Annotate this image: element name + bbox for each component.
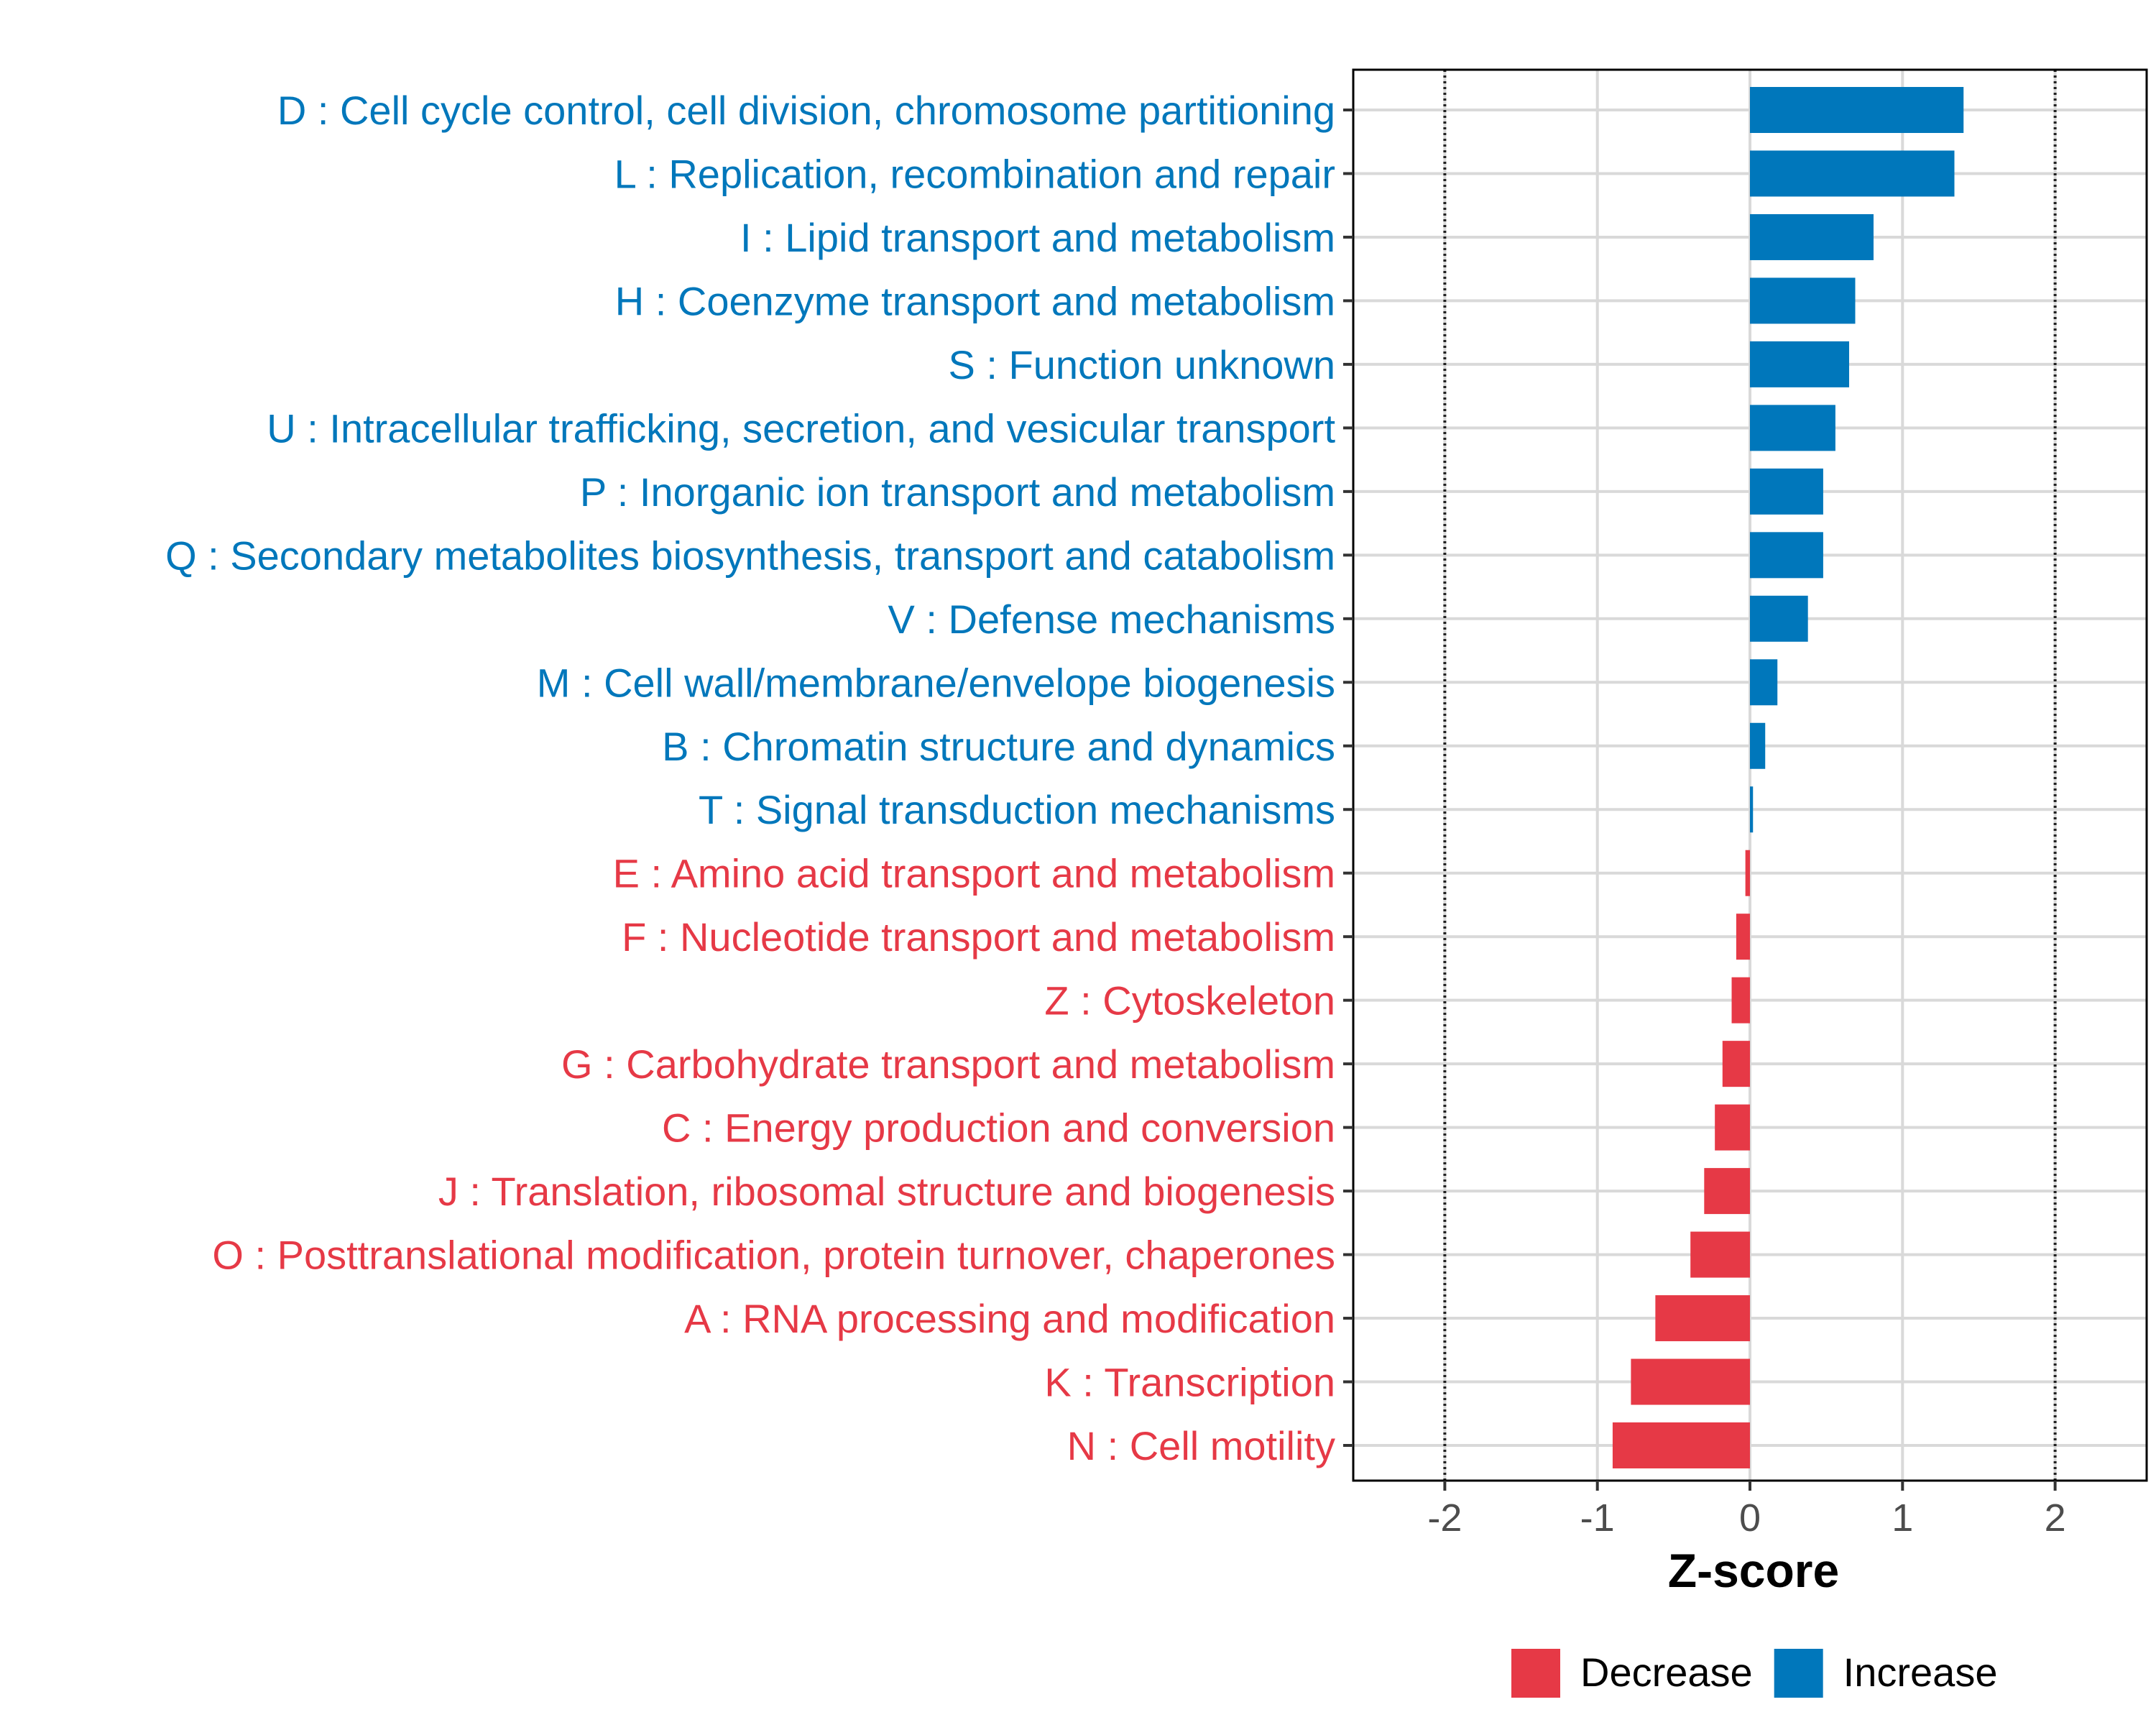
- category-label: O : Posttranslational modification, prot…: [212, 1233, 1335, 1278]
- category-label: V : Defense mechanisms: [888, 597, 1335, 642]
- x-tick-label: -1: [1580, 1496, 1615, 1540]
- category-label: F : Nucleotide transport and metabolism: [622, 914, 1335, 960]
- category-label: T : Signal transduction mechanisms: [699, 787, 1335, 832]
- legend-label-increase: Increase: [1843, 1650, 1998, 1695]
- bar-decrease: [1745, 850, 1750, 896]
- category-label: N : Cell motility: [1067, 1423, 1335, 1468]
- legend-swatch-increase: [1774, 1649, 1823, 1698]
- bar-increase: [1750, 277, 1856, 324]
- legend-label-decrease: Decrease: [1580, 1650, 1753, 1695]
- category-label: C : Energy production and conversion: [662, 1105, 1335, 1151]
- bar-increase: [1750, 595, 1808, 642]
- category-label: A : RNA processing and modification: [684, 1296, 1335, 1341]
- bar-increase: [1750, 532, 1823, 579]
- bars-layer: [1612, 87, 1964, 1468]
- category-label: D : Cell cycle control, cell division, c…: [277, 88, 1335, 133]
- bar-increase: [1750, 341, 1849, 387]
- legend-swatch-decrease: [1511, 1649, 1560, 1698]
- x-tick-label: 0: [1739, 1496, 1761, 1540]
- bar-decrease: [1715, 1104, 1750, 1151]
- bar-increase: [1750, 150, 1955, 197]
- category-label: P : Inorganic ion transport and metaboli…: [580, 469, 1335, 515]
- bar-decrease: [1655, 1295, 1750, 1342]
- x-tick-label: -2: [1427, 1496, 1462, 1540]
- bar-increase: [1750, 659, 1778, 706]
- category-label: K : Transcription: [1044, 1360, 1335, 1405]
- category-label: Z : Cytoskeleton: [1044, 978, 1335, 1024]
- bar-increase: [1750, 405, 1835, 451]
- category-label: U : Intracellular trafficking, secretion…: [267, 405, 1335, 451]
- bar-decrease: [1612, 1422, 1750, 1468]
- x-tick-label: 2: [2045, 1496, 2066, 1540]
- category-label: H : Coenzyme transport and metabolism: [615, 278, 1335, 323]
- x-axis-title: Z-score: [1668, 1544, 1839, 1597]
- bar-decrease: [1690, 1231, 1750, 1278]
- category-label: M : Cell wall/membrane/envelope biogenes…: [537, 660, 1335, 705]
- bar-decrease: [1631, 1358, 1750, 1405]
- x-axis-ticks: -2 -1 0 1 2: [1427, 1481, 2066, 1540]
- bar-increase: [1750, 468, 1823, 515]
- category-label: I : Lipid transport and metabolism: [740, 215, 1335, 260]
- bar-increase: [1750, 213, 1874, 260]
- bar-increase: [1750, 722, 1766, 769]
- x-tick-label: 1: [1892, 1496, 1913, 1540]
- bar-decrease: [1722, 1041, 1750, 1087]
- category-label: Q : Secondary metabolites biosynthesis, …: [165, 533, 1335, 578]
- bar-increase: [1750, 87, 1964, 133]
- category-label: G : Carbohydrate transport and metabolis…: [561, 1041, 1335, 1087]
- category-label: B : Chromatin structure and dynamics: [662, 724, 1335, 769]
- bar-decrease: [1704, 1168, 1750, 1215]
- category-label: S : Function unknown: [948, 342, 1335, 387]
- bar-decrease: [1731, 977, 1750, 1024]
- category-label: E : Amino acid transport and metabolism: [613, 851, 1335, 896]
- category-labels: D : Cell cycle control, cell division, c…: [165, 88, 1335, 1468]
- category-label: J : Translation, ribosomal structure and…: [438, 1169, 1335, 1214]
- bar-increase: [1750, 786, 1754, 833]
- legend: Decrease Increase: [1511, 1649, 1997, 1698]
- category-label: L : Replication, recombination and repai…: [614, 151, 1335, 196]
- bar-decrease: [1736, 914, 1750, 960]
